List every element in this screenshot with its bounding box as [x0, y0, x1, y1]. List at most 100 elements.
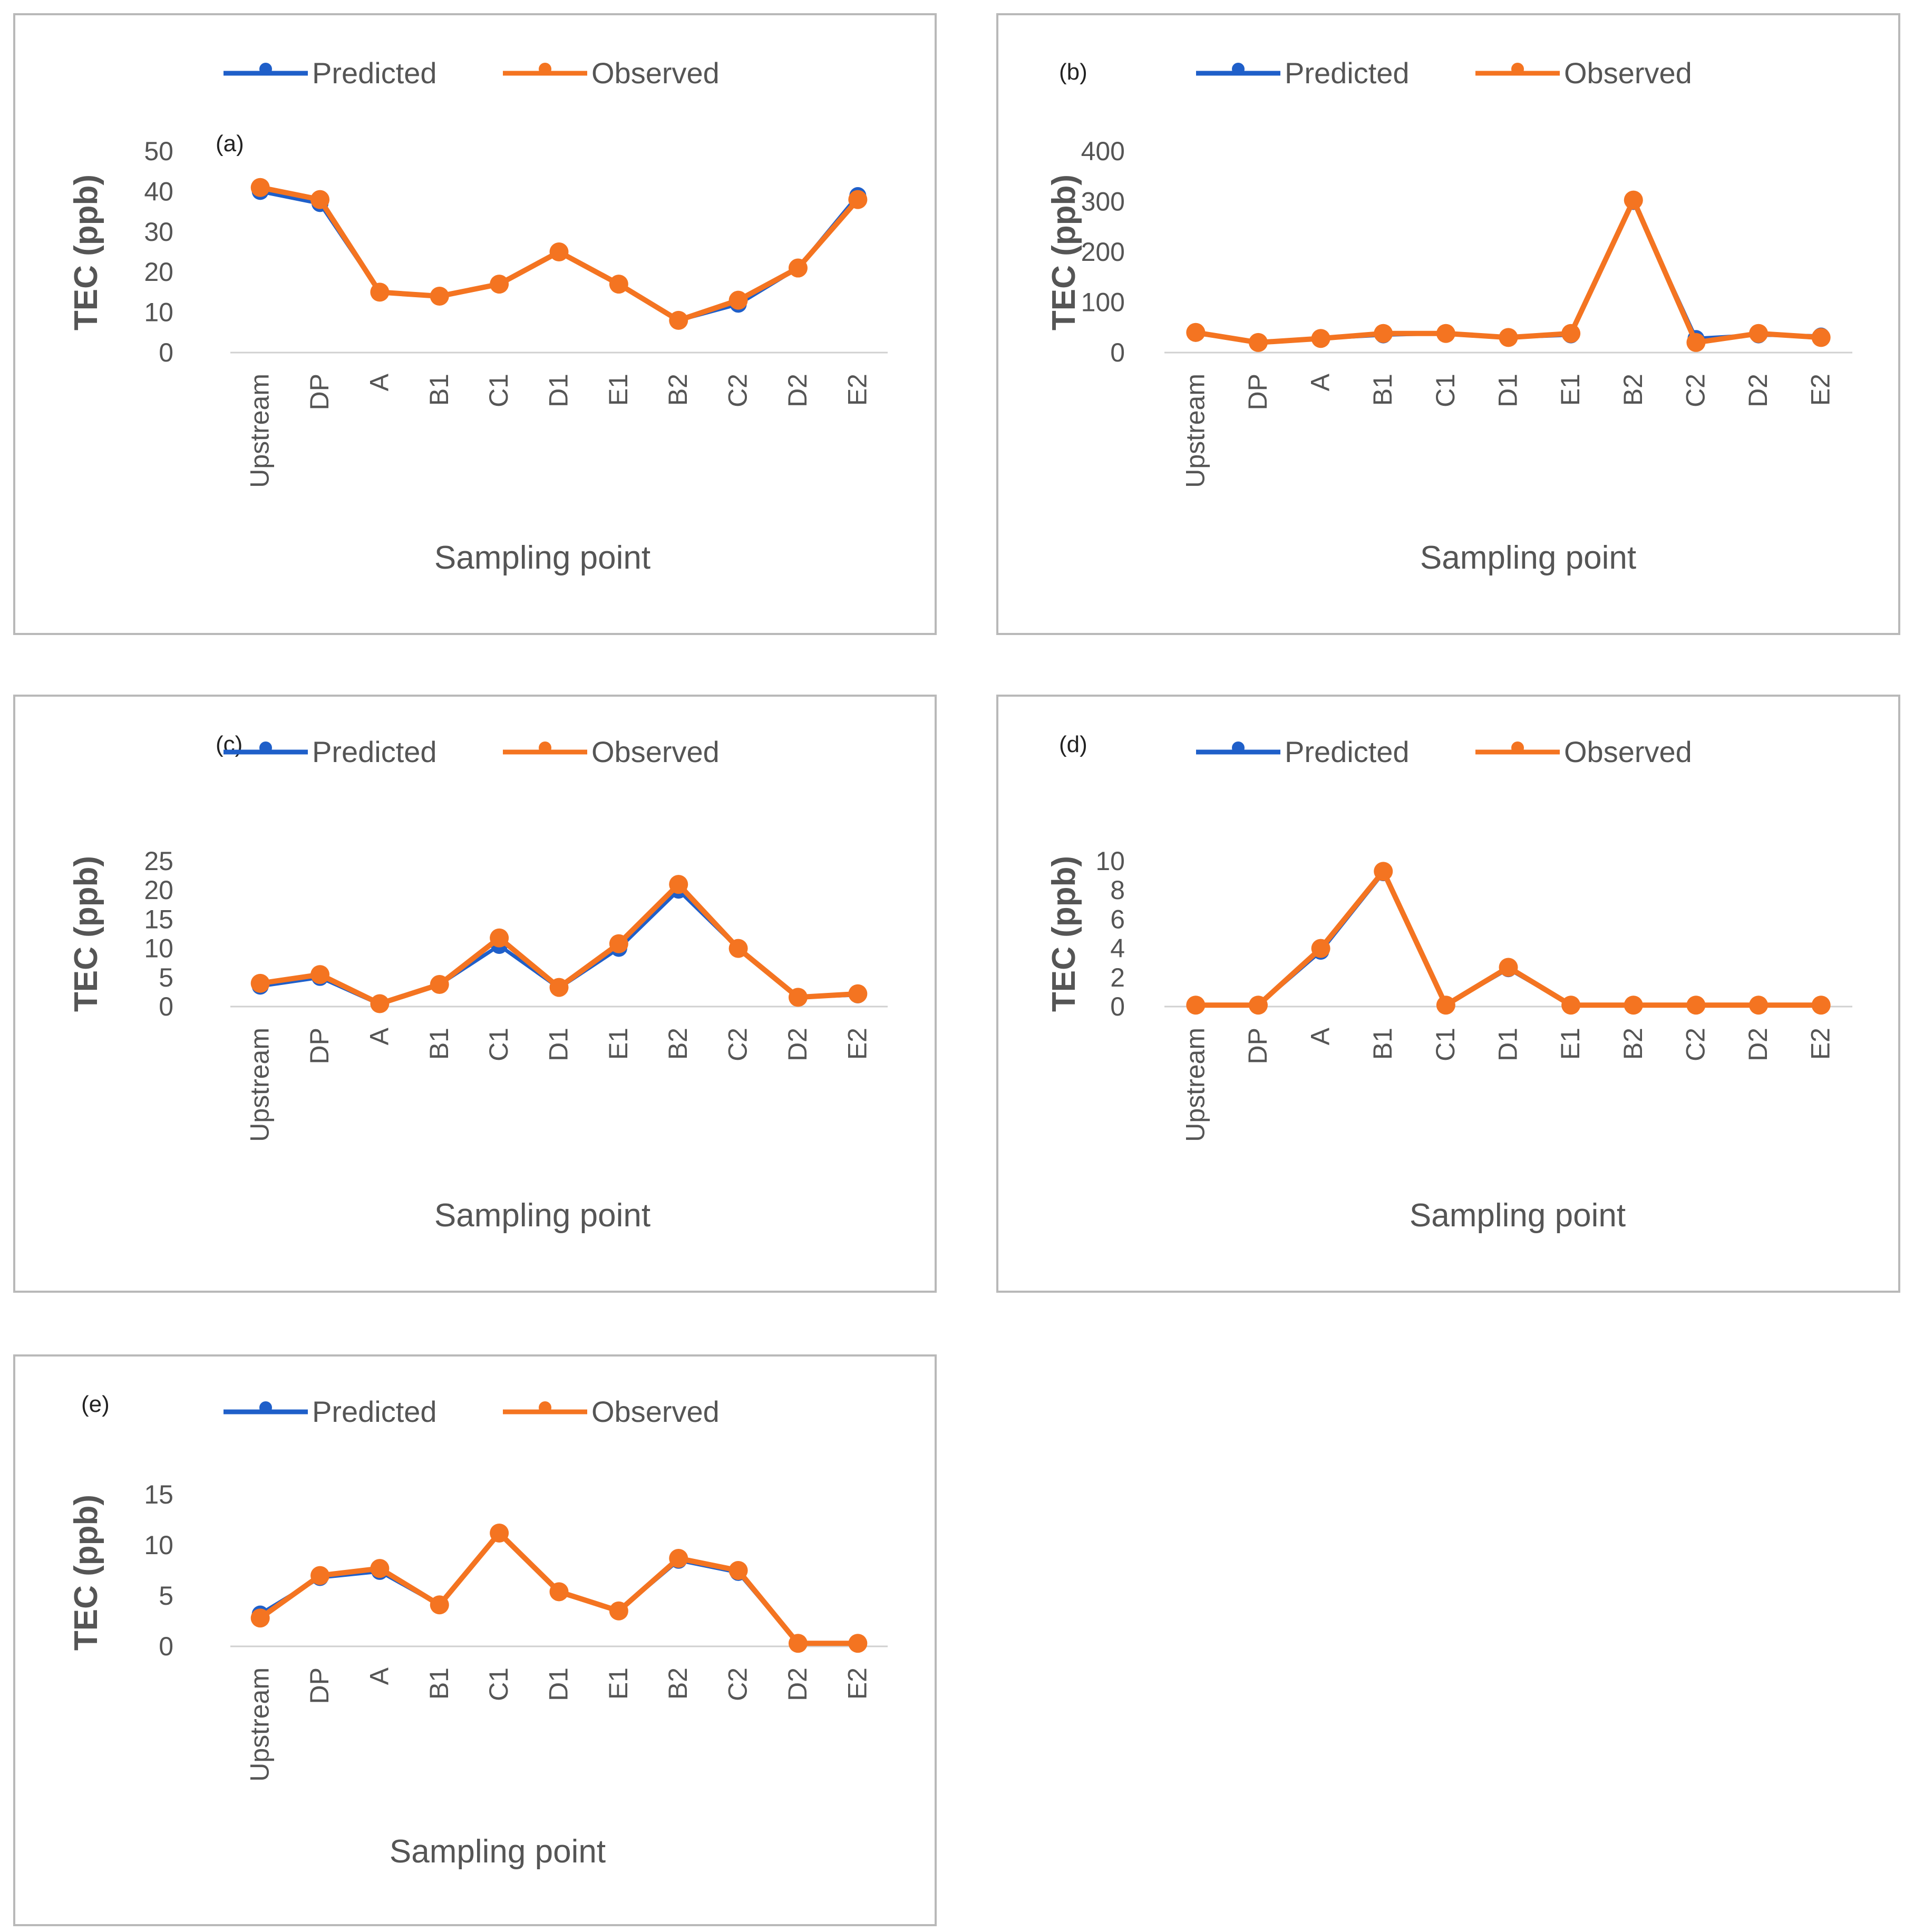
x-tick-label: E1 — [604, 1028, 633, 1060]
legend-marker-observed — [1511, 63, 1524, 75]
x-tick-label: C2 — [723, 374, 753, 407]
data-point-observed — [370, 282, 390, 302]
data-point-observed — [609, 934, 628, 953]
x-tick-label: C1 — [484, 1028, 513, 1061]
data-point-observed — [370, 994, 390, 1013]
y-tick-label: 20 — [144, 257, 173, 287]
y-tick-label: 8 — [1110, 875, 1125, 905]
y-tick-label: 10 — [144, 934, 173, 963]
chart-svg: (b) Predicted Observed 0 100 200 300 400 Upstrea… — [1046, 56, 1852, 576]
data-point-observed — [1311, 329, 1330, 348]
y-tick-label: 0 — [1110, 992, 1125, 1021]
x-tick-label: B1 — [424, 374, 454, 406]
x-tick-label: C2 — [1680, 374, 1710, 407]
legend-marker-observed — [539, 741, 551, 754]
data-point-observed — [1811, 996, 1831, 1015]
legend-label-observed: Observed — [591, 1395, 720, 1428]
x-tick-label: DP — [1243, 1028, 1272, 1064]
data-point-observed — [728, 1561, 748, 1580]
data-point-observed — [310, 190, 330, 209]
y-axis-title: TEC (ppb) — [68, 1495, 104, 1651]
data-point-observed — [609, 275, 628, 294]
chart-panel-c: (c) Predicted Observed 0 5 10 15 20 25 Upstream DP… — [13, 695, 937, 1293]
data-point-observed — [1624, 190, 1643, 210]
x-tick-label: C1 — [484, 1667, 513, 1701]
series-line-predicted — [1196, 871, 1821, 1007]
y-tick-label: 6 — [1110, 904, 1125, 934]
y-axis-title: TEC (ppb) — [1046, 174, 1082, 330]
legend-label-predicted: Predicted — [1285, 735, 1410, 768]
x-tick-label: E1 — [1556, 1028, 1585, 1060]
x-tick-label: B2 — [1618, 374, 1648, 406]
y-axis-title: TEC (ppb) — [68, 174, 104, 330]
data-point-observed — [788, 258, 808, 278]
series-line-observed — [1195, 197, 1822, 345]
chart-svg: (e) Predicted Observed 0 5 10 15 Upstream DP A B1 C… — [68, 1391, 888, 1870]
data-point-observed — [1248, 996, 1268, 1015]
x-tick-label: E2 — [842, 374, 872, 406]
legend-label-predicted: Predicted — [312, 1395, 437, 1428]
legend-marker-observed — [539, 1401, 551, 1414]
x-tick-label: DP — [305, 374, 334, 410]
x-tick-label: DP — [305, 1667, 334, 1704]
x-tick-label: Upstream — [245, 1028, 275, 1142]
legend-label-observed: Observed — [1564, 735, 1692, 768]
data-point-observed — [549, 978, 569, 997]
x-tick-label: DP — [1243, 374, 1272, 410]
y-tick-label: 4 — [1110, 934, 1125, 963]
y-tick-label: 50 — [144, 136, 173, 166]
data-point-observed — [490, 928, 509, 948]
x-tick-label: B1 — [1368, 374, 1397, 406]
y-tick-label: 20 — [144, 875, 173, 905]
y-tick-label: 40 — [144, 177, 173, 206]
x-tick-label: C2 — [723, 1028, 753, 1061]
x-tick-label: D1 — [544, 1028, 574, 1061]
x-tick-label: Upstream — [1180, 374, 1210, 488]
data-point-observed — [250, 973, 270, 993]
x-tick-label: E1 — [1556, 374, 1585, 406]
legend-marker-observed — [539, 63, 551, 75]
x-tick-label: E2 — [1806, 374, 1835, 406]
x-axis-title: Sampling point — [1410, 1197, 1626, 1234]
data-point-observed — [1499, 328, 1518, 347]
y-tick-label: 300 — [1081, 187, 1125, 217]
data-point-observed — [1436, 324, 1455, 343]
data-point-observed — [549, 242, 569, 261]
data-point-observed — [490, 275, 509, 294]
x-tick-label: E1 — [604, 374, 633, 406]
data-point-observed — [728, 290, 748, 310]
data-point-observed — [1186, 323, 1206, 342]
data-point-observed — [848, 984, 868, 1003]
data-point-observed — [1811, 328, 1831, 347]
x-tick-label: DP — [305, 1028, 334, 1064]
data-point-observed — [250, 1608, 270, 1628]
y-tick-label: 5 — [159, 1581, 173, 1611]
x-tick-label: B1 — [1368, 1028, 1397, 1060]
chart-panel-d: (d) Predicted Observed 0 2 4 6 8 10 Upstream DP A B1… — [996, 695, 1900, 1293]
legend-label-observed: Observed — [591, 56, 720, 90]
data-point-observed — [310, 965, 330, 984]
y-tick-label: 100 — [1081, 288, 1125, 317]
data-point-observed — [310, 1566, 330, 1585]
y-axis-title: TEC (ppb) — [1046, 856, 1082, 1012]
data-point-observed — [250, 178, 270, 197]
y-tick-label: 0 — [159, 992, 173, 1021]
x-tick-label: A — [364, 1667, 394, 1685]
x-tick-label: A — [1306, 373, 1335, 391]
panel-label: (b) — [1059, 59, 1087, 85]
legend-label-observed: Observed — [591, 735, 720, 768]
legend-marker-predicted — [259, 741, 272, 754]
data-point-observed — [1248, 333, 1268, 352]
x-tick-label: D2 — [1743, 374, 1773, 407]
legend-label-predicted: Predicted — [1285, 56, 1410, 90]
data-point-observed — [370, 1559, 390, 1578]
legend-label-predicted: Predicted — [312, 56, 437, 90]
chart-svg: (a) Predicted Observed 0 10 20 30 40 50 Upstream D… — [68, 56, 888, 576]
panel-label: (d) — [1059, 731, 1087, 757]
data-point-observed — [1624, 996, 1643, 1015]
y-tick-label: 10 — [144, 1530, 173, 1560]
x-tick-label: Upstream — [245, 1667, 275, 1782]
y-axis-title: TEC (ppb) — [68, 856, 104, 1012]
data-point-observed — [430, 1595, 449, 1615]
y-tick-label: 10 — [144, 298, 173, 327]
